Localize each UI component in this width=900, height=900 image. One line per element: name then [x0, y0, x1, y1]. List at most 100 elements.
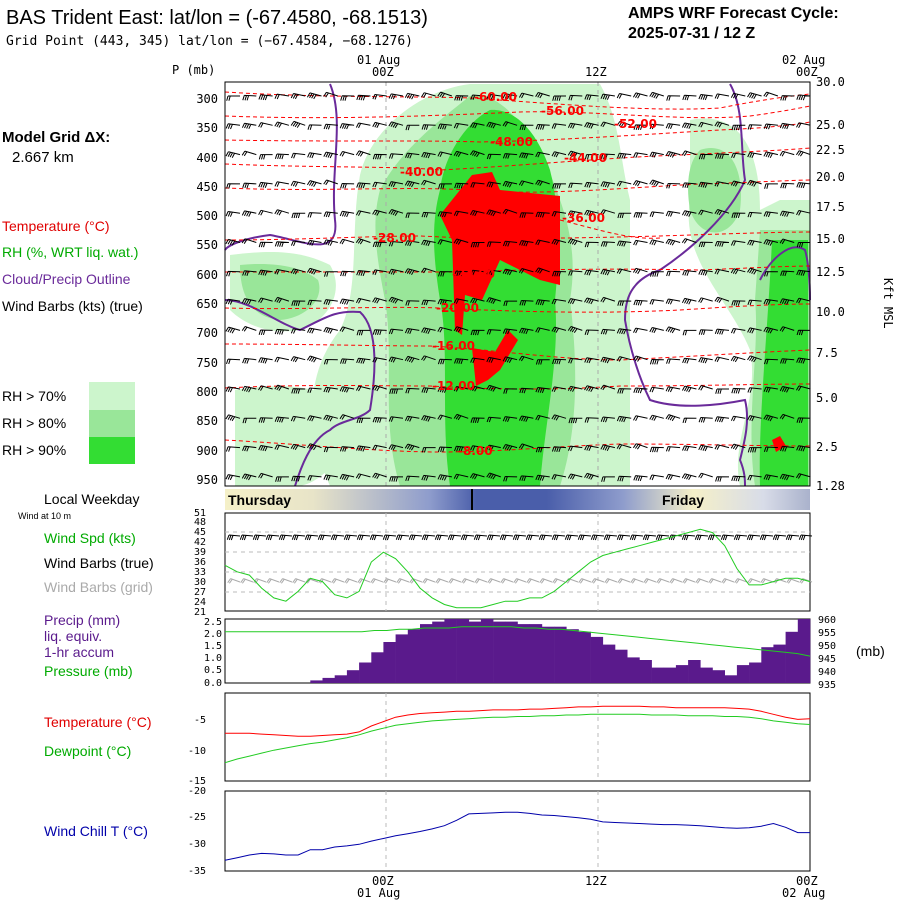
wind-barb [422, 578, 436, 584]
wind-barb [665, 298, 681, 305]
w-tick-45: 45 [194, 527, 206, 538]
wind-barb [698, 417, 713, 423]
wind-barb [681, 534, 696, 541]
wind-barb [730, 268, 746, 275]
rh70-swatch [89, 382, 135, 410]
p-tick-700: 700 [196, 326, 218, 340]
wind-barb [421, 152, 436, 159]
wind-barb [629, 534, 644, 541]
pressure-tick-labels: 960 955 950 945 940 935 [818, 615, 836, 691]
wind-barb [633, 239, 648, 246]
wind-barb [535, 474, 550, 481]
wind-barb [339, 123, 355, 130]
wind-barbs-grid-row [227, 578, 813, 584]
h-tick-5: 5.0 [816, 391, 838, 405]
temperature-panel: -5 -10 -15 [188, 692, 811, 787]
precip-bar [761, 647, 774, 683]
wind-barb [616, 180, 632, 187]
p-tick-650: 650 [196, 297, 218, 311]
wind-barb [486, 356, 501, 363]
wind-barb [567, 122, 583, 129]
contour-12 [224, 383, 811, 390]
wind-barb [551, 414, 567, 421]
contour-28 [224, 231, 811, 241]
wind-barb [682, 445, 697, 452]
wind-barb [290, 415, 306, 422]
temp-label-44: -44.00 [564, 151, 607, 165]
wind-barb [274, 296, 290, 304]
precip-bar [420, 624, 433, 683]
wind-barb [404, 268, 420, 275]
wind-barb [633, 387, 648, 394]
wind-barb [290, 240, 306, 247]
wind-barb [519, 124, 534, 131]
wind-barb [552, 578, 566, 584]
wind-barb [242, 357, 257, 364]
wind-barb [241, 298, 257, 305]
wind-barb [714, 328, 730, 335]
wind-panel: 51 48 45 42 39 36 33 30 27 24 21 [194, 508, 813, 618]
wind-barb [241, 122, 257, 130]
precip-bar [736, 665, 750, 683]
wind-barb [453, 473, 469, 480]
wind-barb [633, 152, 648, 158]
w-tick-33: 33 [194, 567, 206, 578]
wind-barb [714, 416, 730, 423]
wind-barb [535, 267, 550, 274]
wind-barb [421, 474, 436, 481]
wind-barb [747, 179, 762, 187]
wind-barb [632, 355, 648, 362]
temp-label-52: -52.00 [614, 117, 657, 131]
p-tick-900: 900 [196, 444, 218, 458]
precip-tick-labels: 2.5 2.0 1.5 1.0 0.5 0.0 [204, 617, 222, 689]
precip-bar [578, 631, 591, 683]
wind-barb [405, 212, 420, 218]
precip-panel: 2.5 2.0 1.5 1.0 0.5 0.0 960 955 950 945 … [204, 615, 836, 691]
wind-barb [698, 357, 713, 364]
wind-barb [577, 534, 592, 541]
wind-barb [266, 578, 280, 584]
wind-barb [454, 445, 469, 452]
wind-barb [454, 95, 469, 101]
wind-barb [747, 474, 762, 481]
wind-barb [779, 150, 795, 157]
wind-barb [405, 124, 420, 131]
p-tick-500: 500 [196, 209, 218, 223]
wind-barb [779, 473, 795, 481]
wind-barb [656, 578, 670, 584]
wind-barb [519, 475, 534, 482]
wind-barb [291, 300, 306, 306]
bottom-hour-2: 12Z [585, 874, 607, 888]
wind-barb [405, 387, 420, 394]
wind-barb [274, 121, 290, 128]
wind-barb [519, 300, 534, 306]
wind-barb [240, 578, 254, 584]
wind-barb [258, 329, 273, 336]
wind-barb [339, 210, 355, 218]
wind-barb [372, 269, 387, 276]
wind-barb [604, 578, 618, 584]
wind-barb [396, 578, 410, 584]
wind-barb [388, 241, 404, 247]
precip-bar [566, 629, 579, 683]
wind-barb [665, 210, 681, 217]
wind-barb [502, 208, 518, 215]
wind-barb [649, 151, 664, 158]
wind-barb [568, 357, 583, 364]
windchill-panel-frame [224, 790, 811, 872]
wc-tick-35: -35 [188, 866, 206, 877]
wind-barb [274, 356, 290, 363]
wind-barb [404, 443, 420, 451]
precip-bar [663, 667, 677, 683]
temperature-gridlines [385, 693, 599, 781]
wind-barb [763, 239, 779, 246]
p-tick-950: 950 [196, 473, 218, 487]
wind-barb [731, 475, 746, 482]
wind-barb [274, 416, 289, 423]
temp-label-12: -12.00 [432, 379, 475, 393]
wind-barb [681, 122, 697, 129]
wind-barb [747, 578, 761, 584]
wind-barb [731, 152, 746, 159]
wind-barb [535, 239, 550, 246]
wind-barb [616, 120, 632, 128]
